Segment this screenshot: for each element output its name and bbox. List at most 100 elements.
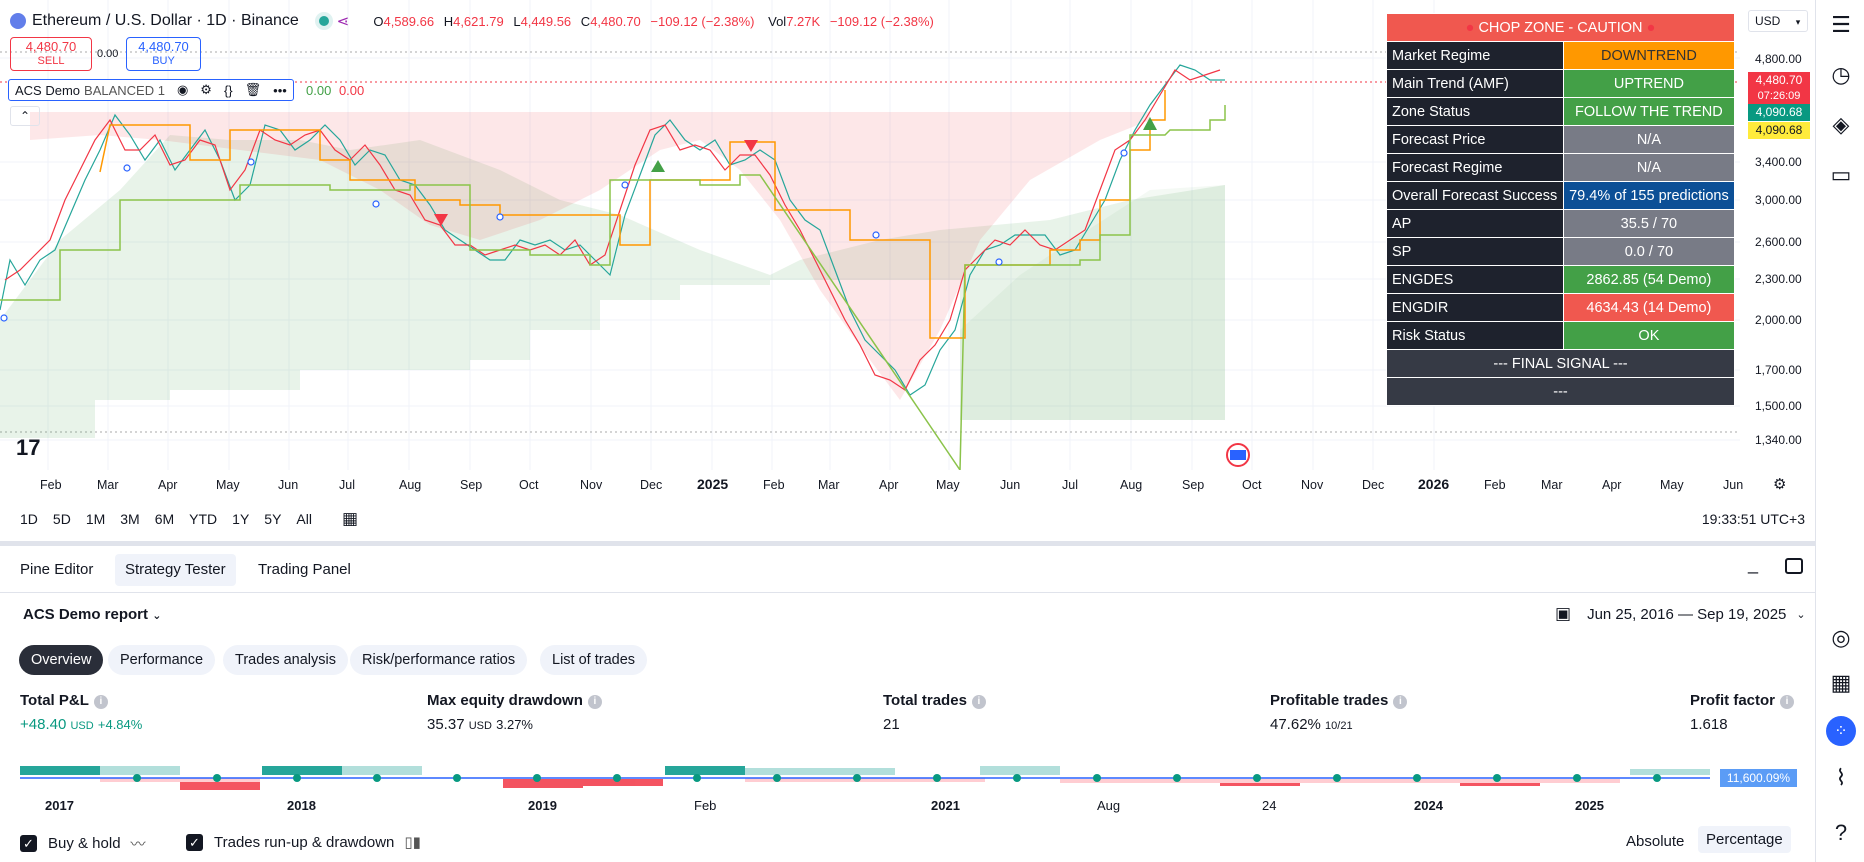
vol-label: Vol [768, 13, 787, 29]
collapse-legend-button[interactable]: ⌃ [10, 106, 40, 126]
info-icon[interactable]: i [587, 695, 602, 709]
eye-icon[interactable]: ◉ [176, 82, 189, 97]
sell-price: 4,480.70 [25, 39, 77, 54]
final-signal-label: --- FINAL SIGNAL --- [1386, 349, 1735, 378]
time-tick: Sep [460, 478, 483, 492]
price-tick: 2,600.00 [1755, 235, 1802, 249]
high-value: 4,621.79 [453, 13, 504, 29]
time-tick-year: 2026 [1418, 476, 1450, 492]
chat-icon[interactable]: ▭ [1830, 162, 1852, 187]
timeframe-all[interactable]: All [296, 511, 312, 527]
open-label: O [373, 13, 384, 29]
table-row-label: SP [1386, 237, 1564, 266]
timeframe-ytd[interactable]: YTD [189, 511, 218, 527]
tab-strategy-tester[interactable]: Strategy Tester [115, 554, 236, 586]
time-tick: Jun [1723, 478, 1744, 492]
price-tick: 1,500.00 [1755, 399, 1802, 413]
table-row-label: Overall Forecast Success [1386, 181, 1564, 210]
table-row-label: Risk Status [1386, 321, 1564, 350]
bar-chart-icon: ▯▮ [404, 834, 421, 851]
price-tick: 1,340.00 [1755, 433, 1802, 447]
broadcast-icon[interactable]: ⌇ [1835, 765, 1847, 790]
subtab-performance[interactable]: Performance [108, 645, 216, 675]
trend-price-badge: 4,090.68 [1748, 104, 1810, 121]
ethereum-icon [10, 13, 26, 29]
subtab-trades-analysis[interactable]: Trades analysis [223, 645, 349, 675]
timeframe-5y[interactable]: 5Y [264, 511, 282, 527]
table-row-value: 2862.85 (54 Demo) [1562, 265, 1736, 294]
indicator-value-2: 0.00 [338, 83, 365, 98]
apps-grid-icon[interactable]: ⁘ [1826, 716, 1856, 746]
sell-button[interactable]: 4,480.70 SELL [10, 37, 92, 71]
time-tick: Oct [519, 478, 539, 492]
source-code-icon[interactable]: {} [223, 82, 233, 98]
alerts-clock-icon[interactable]: ◷ [1831, 62, 1851, 87]
absolute-toggle[interactable]: Absolute [1626, 833, 1685, 850]
time-tick: Oct [1242, 478, 1262, 492]
equity-chart[interactable] [20, 766, 1800, 796]
time-tick: Feb [40, 478, 62, 492]
indicator-value-1: 0.00 [306, 83, 332, 98]
table-row-value: FOLLOW THE TREND [1562, 97, 1736, 126]
buy-button[interactable]: 4,480.70 BUY [126, 37, 201, 71]
tab-pine-editor[interactable]: Pine Editor [20, 561, 94, 578]
final-signal-value: --- [1386, 377, 1735, 406]
clock[interactable]: 19:33:51 UTC+3 [1701, 511, 1805, 527]
chart-area[interactable]: 17 Ethereum / U.S. Dollar · 1D · Binance… [0, 0, 1815, 493]
spread-value: 0.00 [97, 48, 119, 60]
table-row-label: AP [1386, 209, 1564, 238]
time-tick: Nov [580, 478, 603, 492]
subtab-risk-ratios[interactable]: Risk/performance ratios [350, 645, 528, 675]
calendar-icon[interactable]: ▦ [1830, 670, 1852, 695]
share-icon[interactable]: ⋖ [336, 13, 350, 30]
metric-value: 35.37 USD 3.27% [427, 716, 533, 733]
buy-hold-toggle[interactable]: ✓ Buy & hold 〰 [20, 833, 146, 854]
report-title[interactable]: ACS Demo report ⌄ [23, 606, 162, 623]
subtab-list-of-trades[interactable]: List of trades [540, 645, 648, 675]
symbol-title[interactable]: Ethereum / U.S. Dollar · 1D · Binance [32, 12, 299, 29]
buy-price: 4,480.70 [138, 39, 189, 54]
maximize-panel-icon[interactable] [1785, 558, 1803, 574]
watchlist-icon[interactable]: ☰ [1831, 12, 1851, 37]
percentage-toggle[interactable]: Percentage [1698, 826, 1791, 853]
timeframe-6m[interactable]: 6M [154, 511, 175, 527]
tab-trading-panel[interactable]: Trading Panel [258, 561, 351, 578]
info-icon[interactable]: i [971, 695, 986, 709]
equity-year-tick: 2024 [1414, 798, 1443, 813]
time-axis-settings-icon[interactable]: ⚙ [1773, 476, 1787, 493]
close-value: 4,480.70 [590, 13, 641, 29]
info-icon[interactable]: i [1780, 695, 1795, 709]
table-row-label: Market Regime [1386, 41, 1564, 70]
settings-icon[interactable]: ⚙ [200, 82, 212, 97]
table-row-value: 4634.43 (14 Demo) [1562, 293, 1736, 322]
subtab-overview[interactable]: Overview [19, 645, 104, 675]
delete-icon[interactable]: 🗑 [244, 82, 262, 97]
minimize-panel-icon[interactable]: _ [1748, 554, 1759, 574]
runup-drawdown-toggle[interactable]: ✓ Trades run-up & drawdown ▯▮ [186, 833, 421, 851]
indicator-legend[interactable]: ACS Demo BALANCED 1 ◉ ⚙ {} 🗑 ••• [8, 79, 294, 101]
table-row-value: 35.5 / 70 [1562, 209, 1736, 238]
timeframe-3m[interactable]: 3M [120, 511, 140, 527]
time-tick: Jul [339, 478, 355, 492]
date-range-icon[interactable]: ▦ [341, 509, 359, 528]
time-tick: Jun [278, 478, 299, 492]
help-icon[interactable]: ? [1834, 820, 1848, 845]
equity-year-tick: Feb [694, 798, 717, 813]
timeframe-5d[interactable]: 5D [52, 511, 71, 527]
change-value: −109.12 (−2.38%) [650, 13, 755, 29]
timeframe-1y[interactable]: 1Y [232, 511, 250, 527]
time-tick: Feb [763, 478, 785, 492]
price-chart[interactable]: 17 [0, 0, 1740, 470]
metric-label: Max equity drawdown i [427, 692, 602, 709]
date-range-selector[interactable]: ▣ Jun 25, 2016 — Sep 19, 2025 ⌄ [1555, 604, 1806, 623]
info-icon[interactable]: i [93, 695, 108, 709]
target-icon[interactable]: ◎ [1831, 625, 1851, 650]
layers-icon[interactable]: ◈ [1832, 112, 1850, 137]
currency-select[interactable]: USD ▾ [1748, 10, 1808, 32]
time-tick: Mar [1541, 478, 1563, 492]
low-label: L [513, 13, 521, 29]
timeframe-1m[interactable]: 1M [85, 511, 106, 527]
timeframe-1d[interactable]: 1D [20, 511, 38, 527]
info-icon[interactable]: i [1393, 695, 1408, 709]
more-icon[interactable]: ••• [273, 82, 287, 98]
